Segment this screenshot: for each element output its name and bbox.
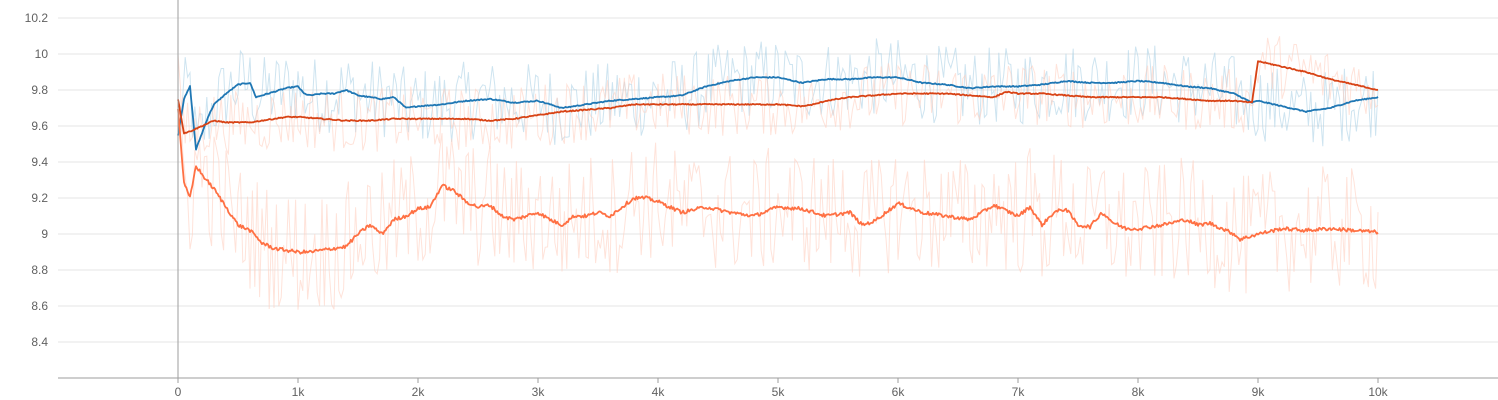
x-tick-label: 1k	[292, 385, 306, 399]
y-tick-label: 10	[35, 47, 49, 61]
x-tick-label: 5k	[772, 385, 786, 399]
x-tick-label: 4k	[652, 385, 666, 399]
y-tick-label: 9.4	[31, 155, 48, 169]
y-tick-label: 8.6	[31, 299, 48, 313]
y-tick-label: 10.2	[25, 11, 49, 25]
y-tick-label: 9.6	[31, 119, 48, 133]
y-tick-label: 9.8	[31, 83, 48, 97]
series-layer	[177, 60, 1379, 255]
x-tick-label: 10k	[1368, 385, 1388, 399]
series-line-1	[177, 76, 1379, 151]
x-tick-label: 0	[175, 385, 182, 399]
x-tick-label: 8k	[1132, 385, 1146, 399]
x-tick-label: 2k	[412, 385, 426, 399]
x-tick-label: 9k	[1252, 385, 1266, 399]
raw-series-line-3	[177, 54, 1379, 310]
y-tick-label: 9	[41, 227, 48, 241]
tick-labels: 8.4 8.6 8.8 9 9.2 9.4 9.6 9.8 10 10.2 0 1k 2k 3k 4k 5k 6…	[25, 11, 1389, 399]
y-tick-label: 8.8	[31, 263, 48, 277]
x-tick-label: 6k	[892, 385, 906, 399]
axes	[58, 0, 1498, 383]
x-tick-label: 3k	[532, 385, 546, 399]
series-line-3	[177, 108, 1379, 255]
y-tick-label: 9.2	[31, 191, 48, 205]
series-line-2	[177, 60, 1379, 135]
x-tick-label: 7k	[1012, 385, 1026, 399]
y-tick-label: 8.4	[31, 335, 48, 349]
